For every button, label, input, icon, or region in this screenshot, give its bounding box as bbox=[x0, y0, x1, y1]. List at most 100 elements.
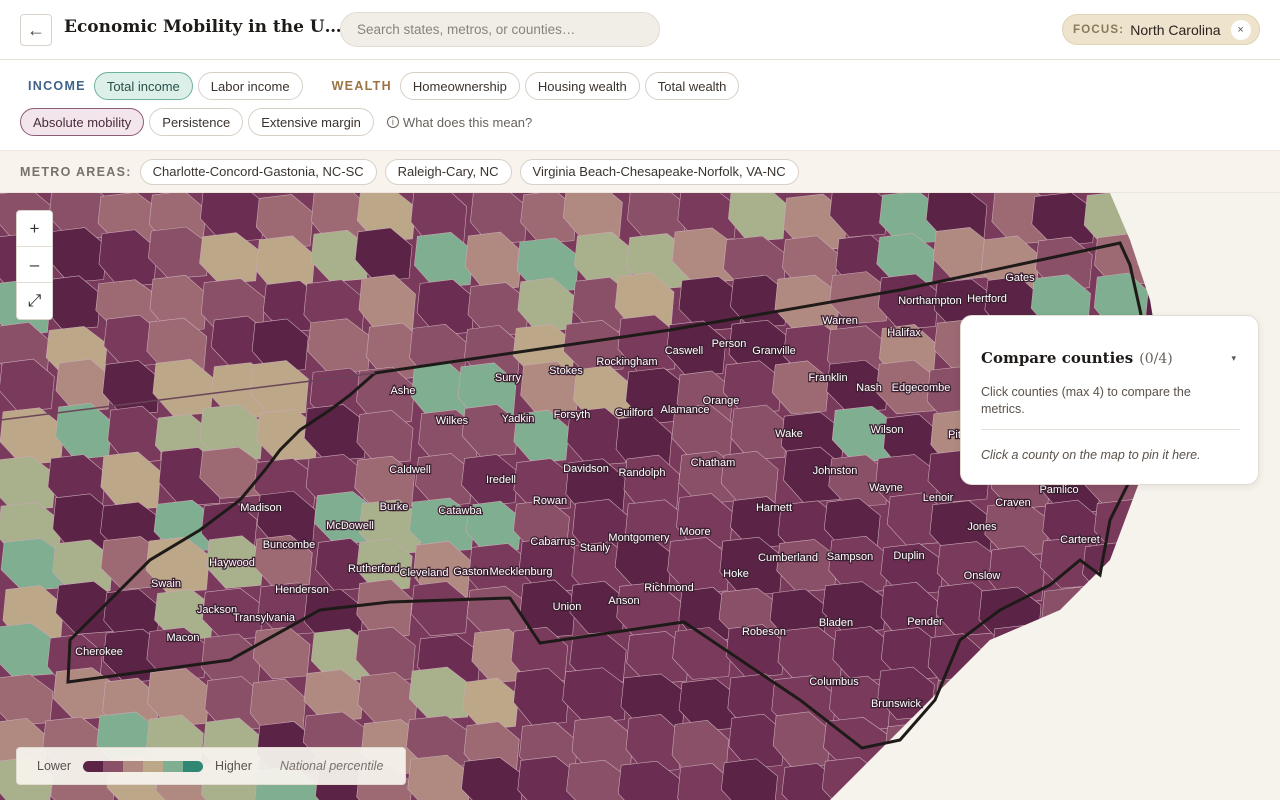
county-label-henderson[interactable]: Henderson bbox=[274, 583, 330, 598]
county-shape[interactable] bbox=[465, 500, 522, 553]
county-shape[interactable] bbox=[52, 539, 114, 595]
chip-total-income[interactable]: Total income bbox=[93, 72, 193, 100]
county-shape[interactable] bbox=[728, 713, 786, 769]
chip-homeownership[interactable]: Homeownership bbox=[399, 72, 520, 100]
county-label-cleveland[interactable]: Cleveland bbox=[398, 566, 449, 581]
county-label-hertford[interactable]: Hertford bbox=[966, 292, 1008, 307]
county-label-randolph[interactable]: Randolph bbox=[617, 466, 667, 481]
county-label-columbus[interactable]: Columbus bbox=[808, 675, 861, 690]
county-label-rowan[interactable]: Rowan bbox=[532, 494, 569, 509]
county-shape[interactable] bbox=[625, 714, 683, 773]
county-shape[interactable] bbox=[728, 193, 787, 243]
county-label-sampson[interactable]: Sampson bbox=[826, 550, 875, 565]
county-shape[interactable] bbox=[356, 410, 414, 465]
county-label-northampton[interactable]: Northampton bbox=[897, 294, 963, 309]
county-shape[interactable] bbox=[829, 193, 889, 238]
county-shape[interactable] bbox=[253, 534, 313, 588]
county-shape[interactable] bbox=[730, 404, 789, 461]
county-shape[interactable] bbox=[461, 757, 524, 800]
county-label-union[interactable]: Union bbox=[551, 600, 582, 615]
county-label-montgomery[interactable]: Montgomery bbox=[607, 531, 671, 546]
county-label-jackson[interactable]: Jackson bbox=[196, 603, 239, 618]
county-label-carteret[interactable]: Carteret bbox=[1059, 533, 1101, 548]
county-shape[interactable] bbox=[356, 579, 413, 639]
county-label-rockingham[interactable]: Rockingham bbox=[595, 355, 659, 370]
county-label-gaston[interactable]: Gaston bbox=[452, 565, 490, 580]
county-shape[interactable] bbox=[783, 446, 844, 503]
county-label-forsyth[interactable]: Forsyth bbox=[552, 408, 591, 423]
county-label-gates[interactable]: Gates bbox=[1004, 271, 1036, 286]
zoom-in-button[interactable]: + bbox=[17, 211, 52, 247]
county-shape[interactable] bbox=[566, 407, 629, 467]
county-label-buncombe[interactable]: Buncombe bbox=[261, 538, 316, 553]
county-shape[interactable] bbox=[677, 763, 734, 800]
county-label-craven[interactable]: Craven bbox=[994, 496, 1032, 511]
county-shape[interactable] bbox=[356, 538, 413, 592]
county-label-jones[interactable]: Jones bbox=[966, 520, 998, 535]
county-shape[interactable] bbox=[249, 360, 309, 416]
county-label-davidson[interactable]: Davidson bbox=[562, 462, 610, 477]
county-shape[interactable] bbox=[461, 404, 519, 458]
county-label-iredell[interactable]: Iredell bbox=[485, 473, 517, 488]
county-shape[interactable] bbox=[562, 667, 628, 723]
county-label-bladen[interactable]: Bladen bbox=[818, 616, 855, 631]
county-label-nash[interactable]: Nash bbox=[855, 381, 883, 396]
county-label-yadkin[interactable]: Yadkin bbox=[500, 412, 535, 427]
clear-focus-button[interactable]: × bbox=[1230, 19, 1251, 40]
county-shape[interactable] bbox=[513, 667, 570, 726]
metro-chip-charlotte[interactable]: Charlotte-Concord-Gastonia, NC-SC bbox=[139, 158, 377, 185]
county-shape[interactable] bbox=[465, 231, 522, 291]
county-label-alamance[interactable]: Alamance bbox=[659, 403, 710, 418]
county-shape[interactable] bbox=[256, 490, 316, 549]
county-shape[interactable] bbox=[0, 358, 55, 412]
county-label-pamlico[interactable]: Pamlico bbox=[1038, 483, 1080, 498]
county-shape[interactable] bbox=[199, 446, 263, 499]
county-shape[interactable] bbox=[614, 536, 673, 589]
county-shape[interactable] bbox=[149, 274, 208, 333]
county-label-cumberland[interactable]: Cumberland bbox=[757, 551, 819, 566]
county-label-catawba[interactable]: Catawba bbox=[437, 504, 484, 519]
county-shape[interactable] bbox=[617, 314, 678, 373]
chip-absolute-mobility[interactable]: Absolute mobility bbox=[20, 108, 145, 136]
county-label-franklin[interactable]: Franklin bbox=[807, 371, 849, 386]
chip-labor-income[interactable]: Labor income bbox=[197, 72, 303, 100]
county-shape[interactable] bbox=[303, 404, 368, 462]
county-shape[interactable] bbox=[822, 581, 887, 633]
county-shape[interactable] bbox=[878, 273, 939, 330]
county-shape[interactable] bbox=[513, 458, 574, 512]
county-shape[interactable] bbox=[303, 669, 365, 722]
county-shape[interactable] bbox=[107, 405, 164, 464]
county-shape[interactable] bbox=[677, 193, 738, 242]
county-label-wilkes[interactable]: Wilkes bbox=[435, 414, 470, 429]
county-shape[interactable] bbox=[356, 193, 416, 243]
metro-chip-raleigh[interactable]: Raleigh-Cary, NC bbox=[384, 158, 512, 185]
county-shape[interactable] bbox=[875, 359, 938, 415]
county-label-harnett[interactable]: Harnett bbox=[755, 501, 794, 516]
county-shape[interactable] bbox=[147, 226, 210, 280]
county-label-lenoir[interactable]: Lenoir bbox=[921, 491, 954, 506]
county-shape[interactable] bbox=[354, 455, 415, 510]
county-shape[interactable] bbox=[205, 535, 265, 589]
county-label-person[interactable]: Person bbox=[710, 337, 747, 352]
county-label-duplin[interactable]: Duplin bbox=[892, 549, 926, 564]
county-shape[interactable] bbox=[410, 581, 469, 637]
county-shape[interactable] bbox=[55, 358, 112, 413]
county-shape[interactable] bbox=[0, 622, 57, 678]
county-shape[interactable] bbox=[520, 193, 578, 244]
county-label-edgecombe[interactable]: Edgecombe bbox=[890, 381, 951, 396]
county-shape[interactable] bbox=[407, 754, 472, 800]
county-label-halifax[interactable]: Halifax bbox=[886, 326, 923, 341]
county-label-robeson[interactable]: Robeson bbox=[741, 625, 788, 640]
county-shape[interactable] bbox=[513, 409, 570, 464]
chip-total-wealth[interactable]: Total wealth bbox=[644, 72, 740, 100]
county-shape[interactable] bbox=[563, 320, 627, 373]
county-shape[interactable] bbox=[667, 537, 731, 595]
county-shape[interactable] bbox=[415, 453, 474, 507]
county-label-cabarrus[interactable]: Cabarrus bbox=[529, 535, 577, 550]
county-label-stanly[interactable]: Stanly bbox=[578, 541, 612, 556]
county-shape[interactable] bbox=[414, 231, 474, 288]
county-label-wilson[interactable]: Wilson bbox=[869, 423, 905, 438]
county-label-onslow[interactable]: Onslow bbox=[962, 569, 1001, 584]
help-link[interactable]: i What does this mean? bbox=[386, 115, 532, 130]
county-shape[interactable] bbox=[876, 233, 936, 285]
